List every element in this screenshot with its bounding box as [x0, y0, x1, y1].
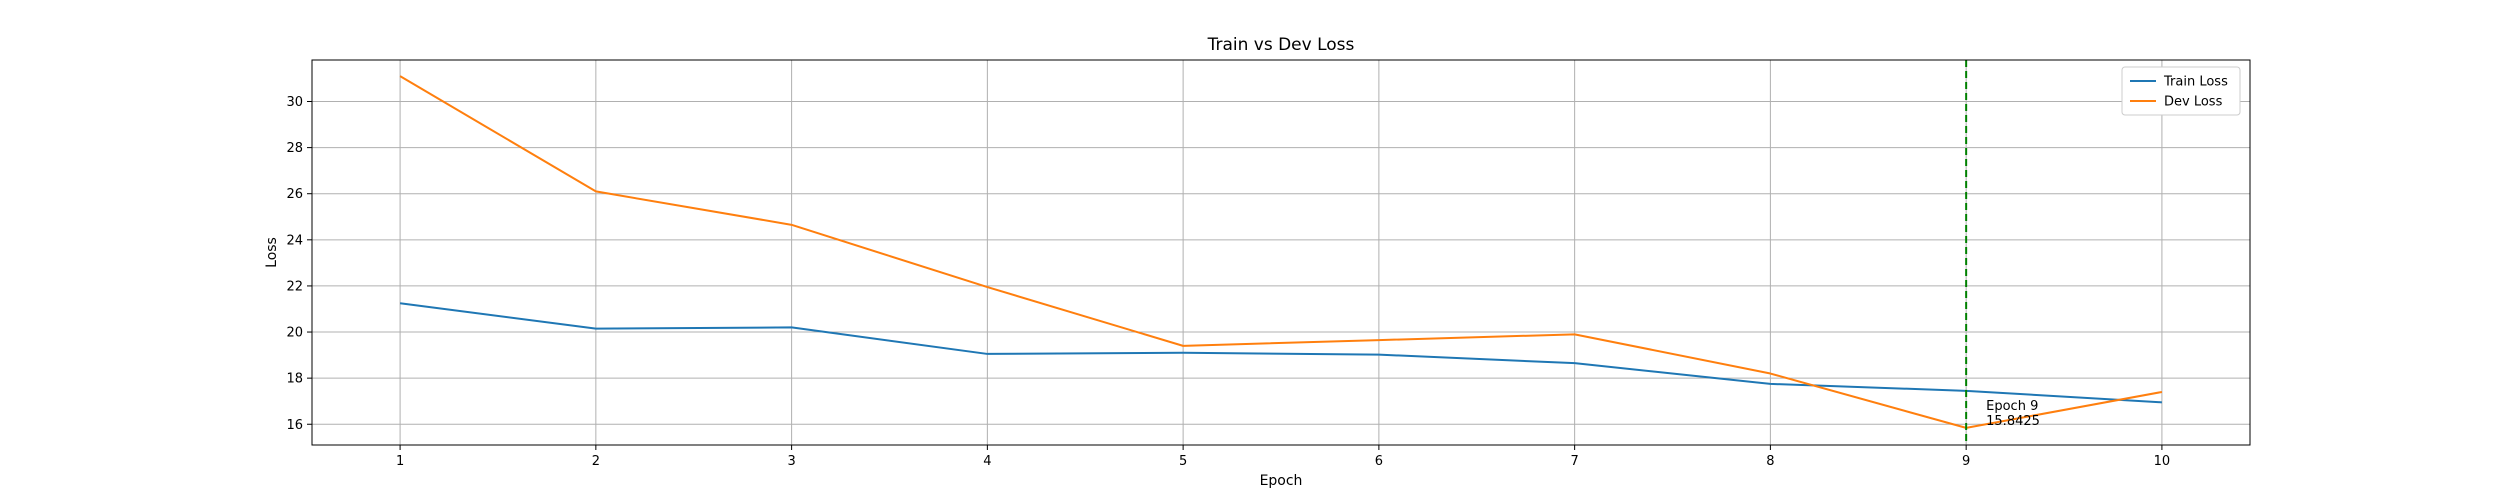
legend-box: [2121, 66, 2241, 116]
y-tick-label: 26: [286, 187, 303, 202]
y-tick-label: 30: [286, 95, 303, 110]
y-tick-label: 24: [286, 233, 303, 248]
x-tick-label: 6: [1375, 454, 1383, 469]
x-tick-label: 3: [787, 454, 795, 469]
train-loss-line: [399, 302, 2162, 404]
legend-label-train-loss: Train Loss: [2163, 75, 2228, 90]
x-tick-label: 9: [1962, 454, 1970, 469]
y-axis-label: Loss: [264, 237, 280, 268]
x-axis-label: Epoch: [1260, 473, 1303, 489]
dev-loss-line: [399, 75, 2163, 429]
y-tick-label: 22: [286, 279, 303, 294]
best-epoch-label: Epoch 9: [1986, 399, 2038, 414]
legend-label-dev-loss: Dev Loss: [2164, 95, 2223, 110]
x-tick-label: 7: [1570, 454, 1578, 469]
series-layer: [399, 75, 2163, 429]
chart-title: Train vs Dev Loss: [1207, 35, 1355, 55]
plot-frame: [311, 59, 2251, 446]
grid: [312, 60, 2250, 445]
best-epoch-value: 15.8425: [1986, 414, 2040, 429]
x-tick-label: 1: [396, 454, 404, 469]
best-epoch-marker: Epoch 9 15.8425: [1965, 60, 2040, 445]
x-tick-label: 4: [983, 454, 991, 469]
axis-ticks: 1 2 3 4 5 6 7 8 9 10 16 18 20 22 24 26 28 30: [286, 95, 2170, 469]
x-tick-label: 10: [2154, 454, 2171, 469]
y-tick-label: 16: [286, 418, 303, 433]
x-tick-label: 8: [1766, 454, 1774, 469]
y-tick-label: 18: [286, 372, 303, 387]
x-tick-label: 2: [592, 454, 600, 469]
legend: Train Loss Dev Loss: [2121, 66, 2241, 116]
x-tick-label: 5: [1179, 454, 1187, 469]
y-tick-label: 28: [286, 141, 303, 156]
y-tick-label: 20: [286, 326, 303, 341]
